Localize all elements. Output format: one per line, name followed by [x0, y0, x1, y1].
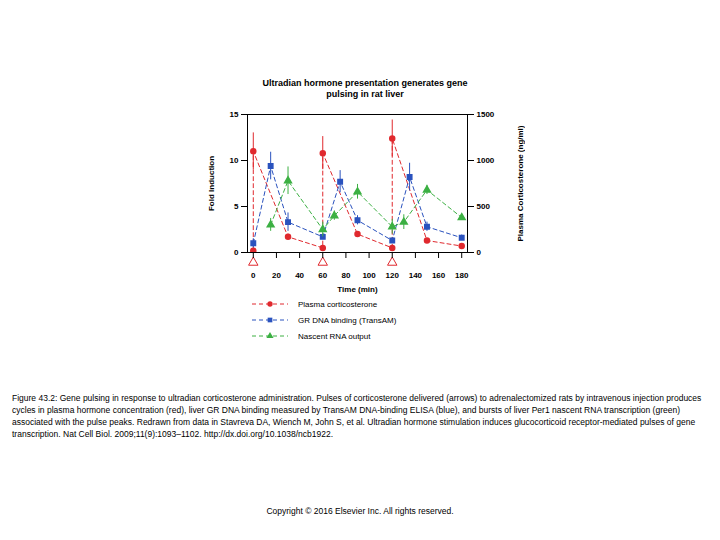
svg-text:0: 0: [477, 248, 482, 257]
svg-text:60: 60: [318, 271, 327, 280]
svg-text:40: 40: [295, 271, 304, 280]
svg-text:1000: 1000: [477, 156, 495, 165]
svg-text:Plasma Corticosterone (ng/ml): Plasma Corticosterone (ng/ml): [516, 125, 525, 241]
html-text:Ultradian hormone presentation: Ultradian hormone presentation generates…: [262, 78, 468, 99]
svg-text:80: 80: [341, 271, 350, 280]
svg-text:500: 500: [477, 202, 491, 211]
html-text:GR DNA binding (TransAM): GR DNA binding (TransAM): [298, 315, 397, 325]
svg-text:Fold Induction: Fold Induction: [207, 156, 216, 211]
svg-text:0: 0: [234, 248, 239, 257]
svg-text:120: 120: [386, 271, 400, 280]
html-text:Plasma corticosterone: Plasma corticosterone: [298, 299, 378, 309]
svg-text:Time (min): Time (min): [337, 285, 378, 294]
svg-text:140: 140: [409, 271, 423, 280]
html-text:Figure 43.2: Gene pulsing in r: Figure 43.2: Gene pulsing in response to…: [12, 393, 702, 439]
svg-text:180: 180: [455, 271, 469, 280]
svg-text:5: 5: [234, 202, 239, 211]
svg-text:1500: 1500: [477, 110, 495, 119]
svg-text:160: 160: [432, 271, 446, 280]
html-text:Nascent RNA output: Nascent RNA output: [298, 331, 371, 341]
svg-text:100: 100: [362, 271, 376, 280]
svg-text:0: 0: [251, 271, 256, 280]
html-text:Copyright © 2016 Elsevier Inc.: Copyright © 2016 Elsevier Inc. All right…: [266, 506, 454, 516]
svg-text:10: 10: [230, 156, 239, 165]
svg-text:15: 15: [230, 110, 239, 119]
svg-text:20: 20: [272, 271, 281, 280]
